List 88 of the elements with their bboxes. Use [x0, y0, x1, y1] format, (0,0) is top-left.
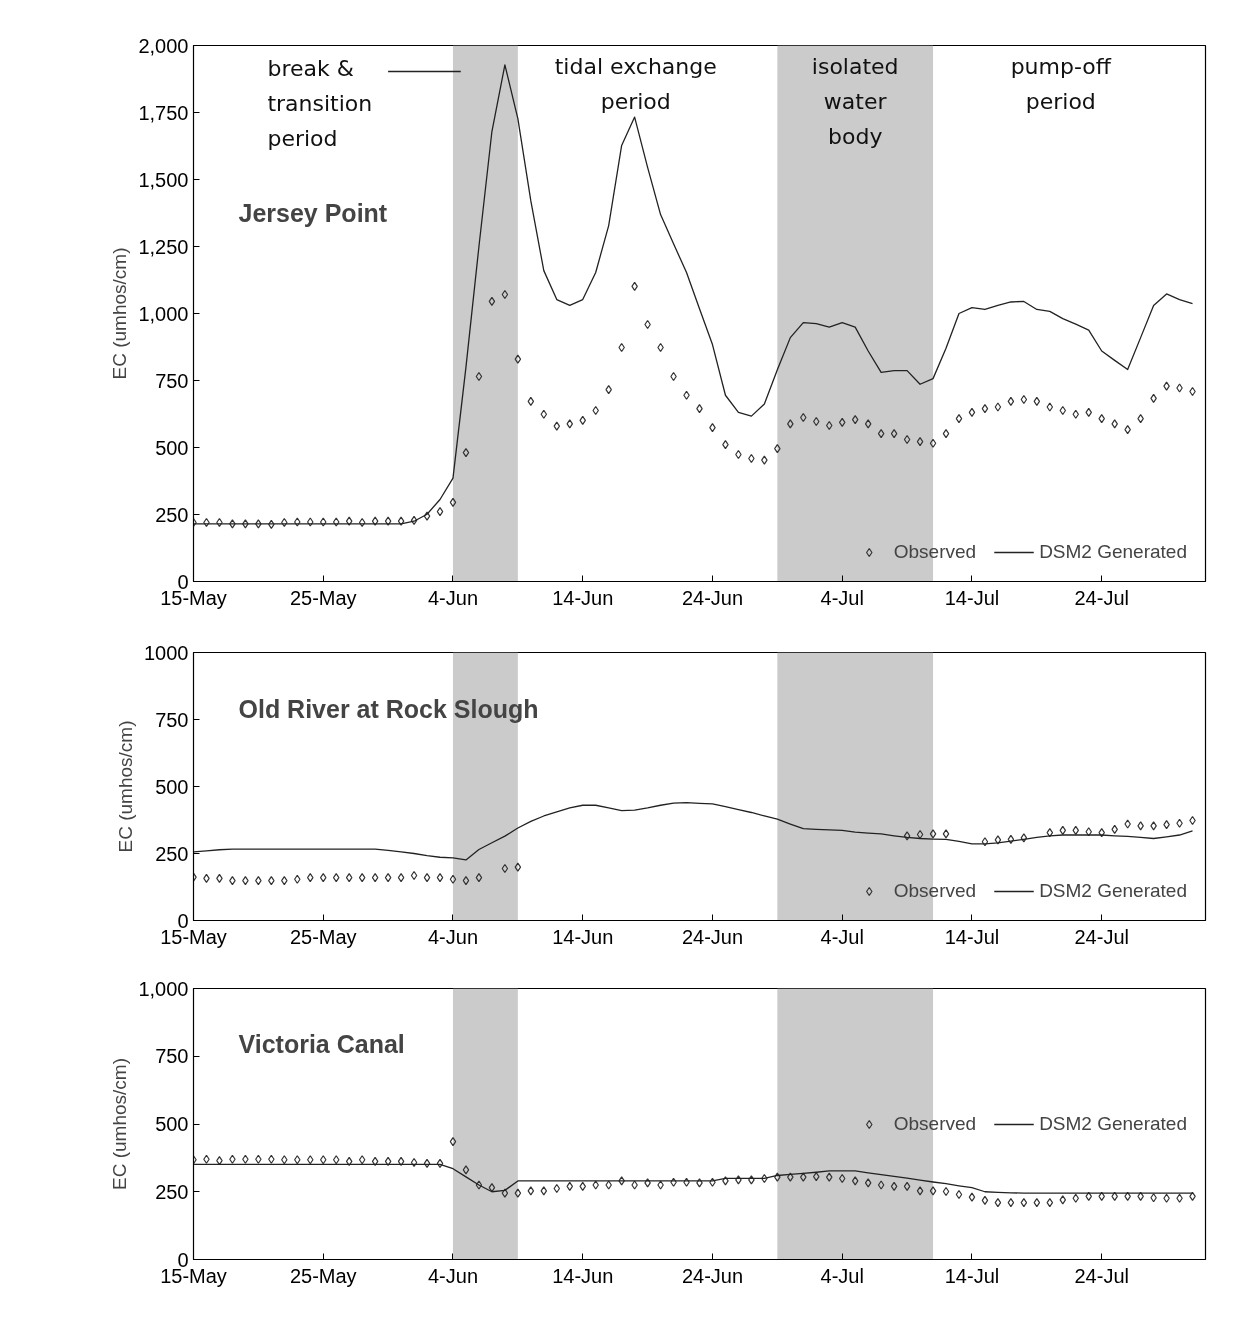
point [397, 873, 405, 883]
y-tick-label: 1,000 [138, 302, 189, 325]
legend-label: Observed [893, 1112, 977, 1135]
text: Jersey Point [238, 198, 388, 227]
x-tick-label: 4-Jun [427, 925, 478, 948]
point [981, 837, 989, 847]
y-axis-title: EC (umhos/cm) [109, 247, 131, 380]
x-tick-label: 4-Jun [427, 1264, 478, 1287]
x-tick-label: 14-Jun [552, 586, 614, 609]
point [929, 829, 937, 839]
x-tick-label: 24-Jul [1074, 925, 1129, 948]
x-tick-label: 14-Jul [944, 586, 1000, 609]
x-tick-label: 14-Jul [944, 925, 1000, 948]
y-tick-label: 1000 [144, 641, 189, 664]
band-label: break & transition period [267, 55, 373, 151]
x-tick-label: 4-Jul [820, 1264, 864, 1287]
x-tick-label: 25-May [289, 1264, 357, 1287]
point [449, 874, 457, 884]
y-tick-label: 1,500 [138, 168, 189, 191]
x-tick-label: 25-May [289, 925, 357, 948]
legend-label: Observed [893, 541, 977, 563]
point [332, 873, 340, 883]
point [423, 873, 431, 883]
point [1137, 821, 1144, 831]
legend-label: Observed [893, 880, 977, 902]
point [319, 873, 327, 883]
point [1085, 827, 1092, 837]
point [371, 873, 379, 883]
point [1072, 825, 1080, 836]
point [903, 831, 911, 841]
point [1059, 825, 1067, 836]
point [462, 875, 470, 886]
point [1007, 834, 1015, 844]
point [345, 873, 353, 883]
y-axis-title: EC (umhos/cm) [109, 1058, 131, 1190]
x-tick-label: 24-Jul [1074, 1264, 1129, 1287]
y-tick-label: 750 [155, 708, 189, 731]
annotation: pump-off period [1010, 53, 1112, 114]
point [1020, 833, 1028, 843]
point [1111, 824, 1118, 834]
point [384, 873, 392, 883]
y-tick-label: 1,250 [138, 235, 189, 258]
point [475, 873, 483, 883]
point [994, 835, 1002, 845]
point [1124, 819, 1131, 829]
annotation: tidal exchange period [554, 53, 717, 114]
legend-label: DSM2 Generated [1039, 1112, 1187, 1135]
point [436, 873, 444, 883]
x-tick-label: 24-Jun [681, 925, 744, 948]
point [514, 862, 522, 872]
legend-label: DSM2 Generated [1039, 880, 1187, 902]
y-tick-label: 500 [155, 775, 189, 798]
text: Old River at Rock Slough [238, 694, 539, 723]
point [1046, 828, 1054, 838]
y-axis-title: EC (umhos/cm) [115, 720, 137, 853]
y-tick-label: 1,750 [138, 101, 189, 124]
x-tick-label: 24-Jul [1074, 586, 1129, 609]
y-tick-label: 2,000 [138, 34, 189, 57]
y-tick-label: 750 [155, 369, 189, 392]
y-tick-label: 500 [155, 1113, 189, 1135]
x-tick-label: 14-Jul [944, 1264, 1000, 1287]
y-tick-label: 1,000 [138, 977, 189, 1000]
text: Victoria Canal [238, 1029, 405, 1058]
line-series [193, 801, 1194, 861]
point [942, 829, 950, 839]
y-tick-label: 750 [155, 1045, 189, 1068]
y-tick-label: 250 [155, 842, 189, 865]
x-tick-label: 14-Jun [552, 1264, 614, 1287]
y-tick-label: 500 [155, 436, 189, 459]
band-label: isolated water body [811, 53, 899, 149]
x-tick-label: 24-Jun [681, 1264, 744, 1287]
point [1150, 821, 1157, 831]
point [1098, 828, 1105, 838]
point [501, 863, 509, 874]
x-tick-label: 24-Jun [681, 586, 744, 609]
x-tick-label: 4-Jun [427, 586, 478, 609]
x-tick-label: 4-Jul [820, 925, 864, 948]
x-tick-label: 4-Jul [820, 586, 864, 609]
point [410, 870, 418, 881]
point [1176, 818, 1183, 828]
point [294, 874, 301, 884]
x-tick-label: 14-Jun [552, 925, 614, 948]
point [358, 873, 366, 883]
x-tick-label: 25-May [289, 586, 357, 609]
legend-label: DSM2 Generated [1039, 541, 1187, 563]
point [307, 873, 314, 883]
y-tick-label: 250 [155, 1180, 189, 1203]
y-tick-label: 250 [155, 503, 189, 526]
